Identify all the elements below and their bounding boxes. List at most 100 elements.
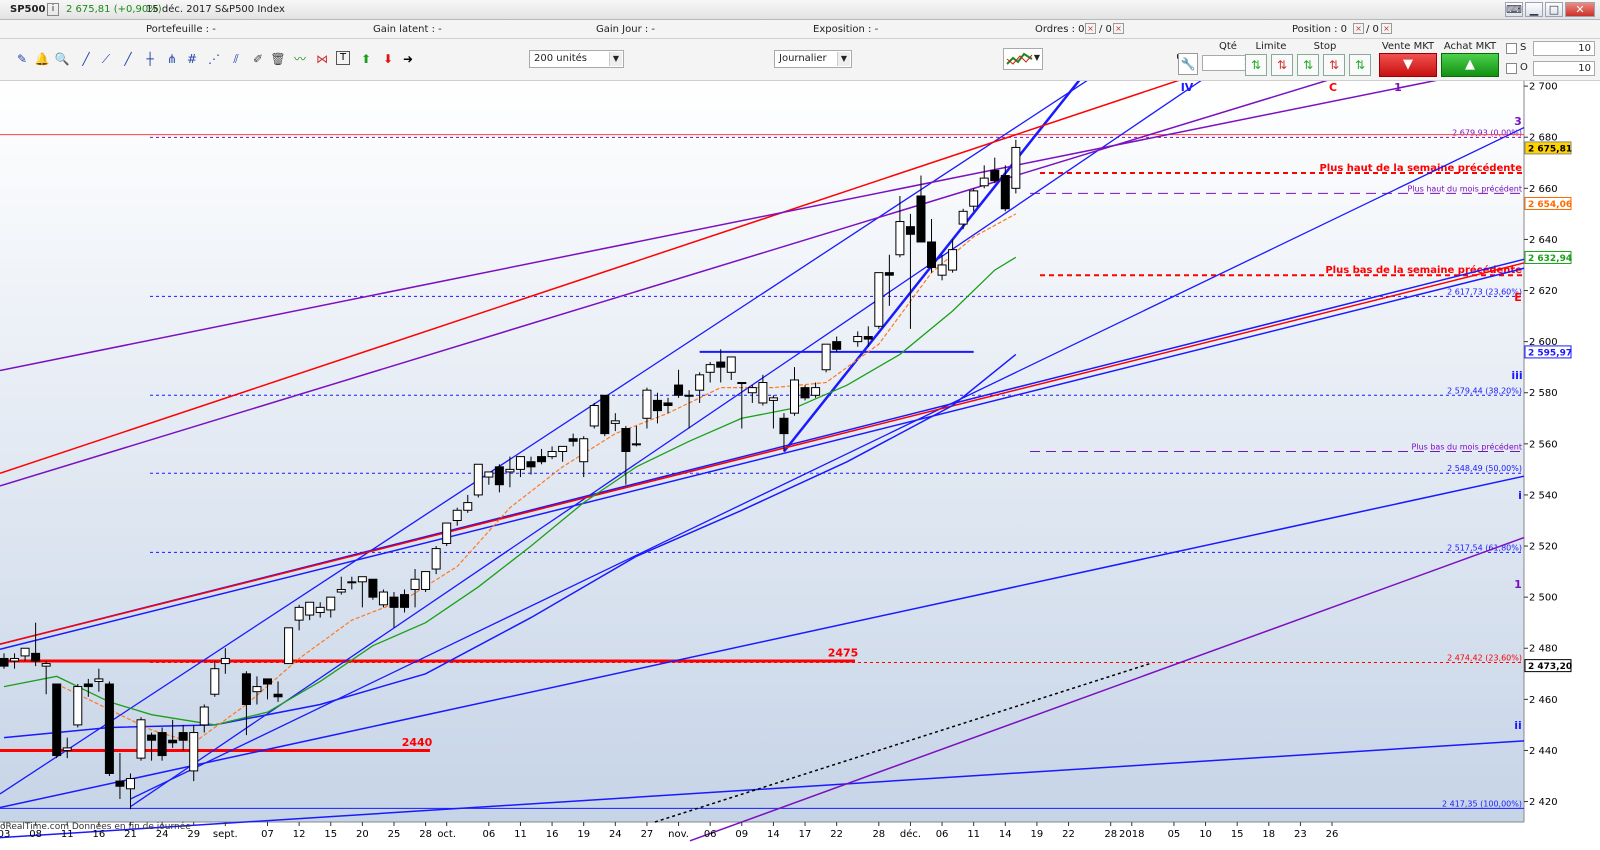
info-icon[interactable]: i	[47, 3, 59, 16]
channel-tool-icon[interactable]: ⫽	[233, 52, 239, 66]
candle-body	[315, 606, 325, 613]
stop-sell-icon[interactable]: ⇅	[1323, 54, 1345, 76]
line-tool-icon[interactable]: ╱	[82, 52, 90, 66]
y-tick-label: 2 640	[1529, 235, 1558, 246]
s-label: S	[1520, 42, 1527, 53]
buy-arrow-icon[interactable]: ⬆	[360, 52, 372, 66]
candle-body	[969, 190, 979, 207]
level-label-0: 2 679,93 (0,00%)	[1452, 128, 1522, 137]
candle-body	[326, 596, 336, 611]
gain-jour-label: Gain Jour : -	[596, 24, 656, 35]
candle-body	[263, 678, 272, 685]
candle-body	[336, 588, 346, 593]
candle-body	[537, 456, 547, 463]
chart-type-icon	[1006, 52, 1033, 65]
s-checkbox[interactable]	[1506, 43, 1517, 54]
trash-icon[interactable]: 🗑	[270, 52, 286, 66]
maximize-icon[interactable]: □	[1545, 2, 1563, 17]
fork-tool-icon[interactable]: ⋔	[166, 52, 178, 66]
vline-tool-icon[interactable]: ┼	[146, 52, 154, 66]
candle-body	[832, 341, 842, 350]
text-tool-icon[interactable]: T	[336, 51, 350, 65]
minimize-icon[interactable]: ▁	[1525, 2, 1543, 17]
red-upper-trend-C	[0, 81, 1180, 474]
y-tick-label: 2 560	[1529, 439, 1558, 450]
close-position-icon[interactable]: ×	[1353, 23, 1364, 34]
price-tag-label: 2 675,81	[1528, 144, 1572, 154]
stop-buy-icon[interactable]: ⇅	[1297, 54, 1319, 76]
y-tick-label: 2 460	[1529, 695, 1558, 706]
limit-sell-icon[interactable]: ⇅	[1271, 54, 1293, 76]
candle-body	[62, 747, 72, 751]
candle-body	[652, 399, 662, 412]
achat-mkt-label: Achat MKT	[1443, 41, 1497, 52]
x-tick-label: 12	[293, 829, 306, 840]
stop-label: Stop	[1313, 41, 1337, 52]
drawing-toolbar: ✎ 🔔 🔍 ╱ ⟋ ╱ ┼ ⋔ # ⋰ ⫽ ✐ 🗑 〰 ⋈ T ⬆ ⬇ ➜ 20…	[0, 39, 1185, 81]
keyboard-icon[interactable]: ⌨	[1505, 2, 1523, 17]
achat-mkt-button[interactable]: ▲	[1441, 53, 1499, 77]
quantity-select-value: 200 unités	[534, 53, 588, 64]
wrench-icon[interactable]: 🔧	[1178, 53, 1198, 75]
x-tick-label: 18	[1262, 829, 1275, 840]
long-trend-ii	[0, 740, 1525, 839]
long-trend-i	[0, 475, 1525, 809]
limite-label: Limite	[1255, 41, 1287, 52]
candle-body	[442, 522, 452, 544]
exposition-label: Exposition : -	[813, 24, 879, 35]
vente-mkt-button[interactable]: ▼	[1379, 53, 1437, 77]
x-tick-label: 23	[1294, 829, 1307, 840]
chart-type-button[interactable]: ▼	[1003, 48, 1043, 70]
candle-body	[73, 686, 83, 726]
zoom-icon[interactable]: 🔍	[54, 52, 70, 66]
brush-tool-icon[interactable]: ✐	[252, 52, 264, 66]
bell-icon[interactable]: 🔔	[34, 52, 50, 66]
x-tick-label: 28	[419, 829, 432, 840]
hline-tool-icon[interactable]: ⟋	[101, 52, 111, 66]
title-bar: SP500 i 2 675,81 (+0,90%) 15 déc. 2017 S…	[0, 0, 1600, 20]
o-checkbox[interactable]	[1506, 63, 1517, 74]
wave-tool-icon[interactable]: 〰	[293, 52, 306, 66]
position-label: Position : 0	[1292, 24, 1348, 35]
y-tick-label: 2 680	[1529, 133, 1558, 144]
wave-label-IV: IV	[1181, 81, 1194, 94]
price-chart[interactable]: 2 679,93 (0,00%) Plus haut de la semaine …	[0, 81, 1600, 850]
fan-tool-icon[interactable]: ⋰	[208, 52, 220, 66]
close-position-icon-2[interactable]: ×	[1381, 23, 1392, 34]
candle-body	[610, 420, 620, 424]
candle-body	[136, 719, 146, 759]
price-tag-box	[1524, 141, 1572, 155]
sell-arrow-icon[interactable]: ⬇	[382, 52, 394, 66]
candle-body	[779, 417, 789, 435]
close-icon[interactable]: ✕	[1565, 2, 1595, 17]
long-trend-iii-b	[0, 267, 1525, 650]
x-tick-label: 14	[767, 829, 780, 840]
candle-body	[10, 657, 20, 662]
right-arrow-icon[interactable]: ➜	[402, 52, 414, 66]
x-tick-label: 15	[324, 829, 337, 840]
limit-buy-icon[interactable]: ⇅	[1245, 54, 1267, 76]
x-tick-label: 06	[704, 829, 717, 840]
ordres-label: Ordres : 0	[1035, 24, 1085, 35]
trend-tool-icon[interactable]: ╱	[124, 52, 132, 66]
candle-body	[421, 571, 431, 590]
o-input[interactable]: 10	[1533, 61, 1595, 76]
cursor-icon[interactable]: ✎	[16, 52, 28, 66]
candle-body	[178, 732, 188, 741]
cancel-orders-icon-2[interactable]: ×	[1113, 23, 1124, 34]
stop-combo-icon[interactable]: ⇅	[1349, 54, 1371, 76]
s-input[interactable]: 10	[1533, 41, 1595, 56]
quantity-select[interactable]: 200 unités ▼	[529, 50, 624, 68]
cancel-orders-icon[interactable]: ×	[1085, 23, 1096, 34]
price-tag-label: 2 632,94	[1528, 254, 1572, 264]
candlesticks	[0, 139, 1021, 810]
channel-lower-a	[130, 81, 1202, 808]
level-label-1: Plus haut de la semaine précédente	[1319, 162, 1522, 174]
period-select[interactable]: Journalier ▼	[774, 50, 852, 68]
candle-body	[189, 732, 199, 772]
grid-tool-icon[interactable]: #	[186, 52, 198, 66]
candle-body	[210, 668, 220, 695]
candle-body	[410, 578, 420, 590]
candle-body	[347, 581, 357, 584]
triangle-tool-icon[interactable]: ⋈	[316, 52, 328, 66]
